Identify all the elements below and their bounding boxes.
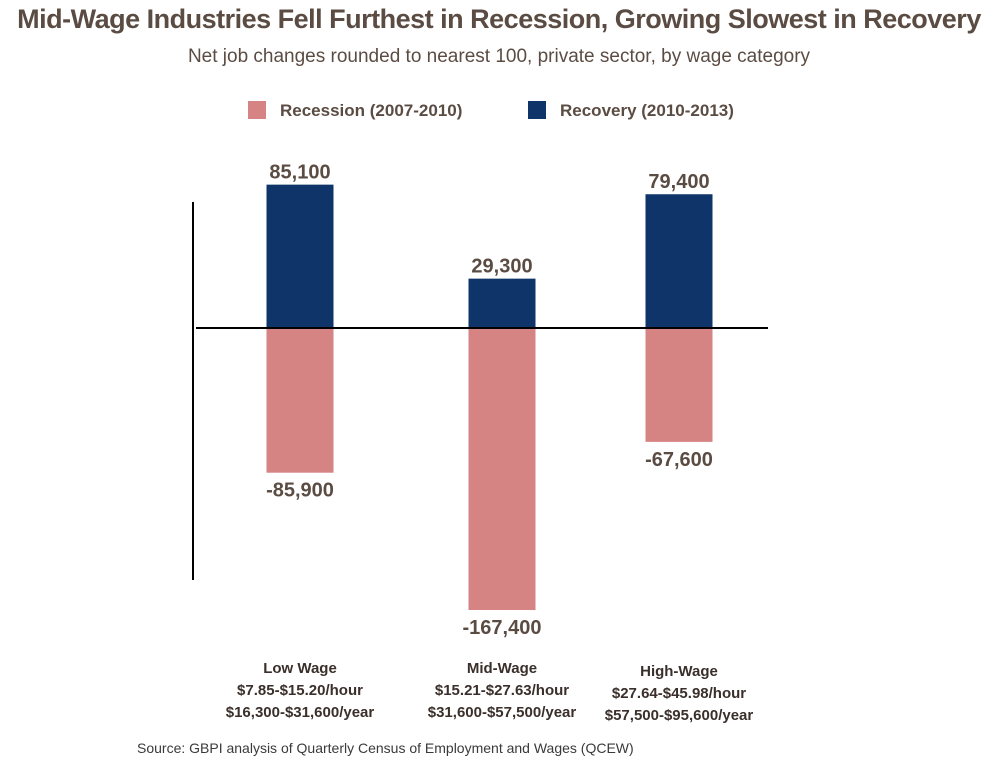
- legend-recession-swatch: [248, 101, 266, 119]
- category-label-1: Mid-Wage: [467, 660, 537, 677]
- data-label-recession-1: -167,400: [463, 617, 542, 639]
- category-yearly-0: $16,300-$31,600/year: [226, 704, 375, 721]
- data-label-recovery-0: 85,100: [269, 162, 330, 184]
- category-label-0: Low Wage: [263, 660, 337, 677]
- category-hourly-2: $27.64-$45.98/hour: [612, 685, 746, 702]
- bar-recession-0: [266, 328, 334, 473]
- data-label-recovery-2: 79,400: [648, 171, 709, 193]
- bar-recovery-0: [266, 184, 334, 328]
- category-yearly-1: $31,600-$57,500/year: [428, 704, 577, 721]
- data-label-recovery-1: 29,300: [471, 256, 532, 278]
- bar-recession-1: [468, 328, 536, 610]
- legend-recovery-label: Recovery (2010-2013): [560, 101, 734, 120]
- chart-title: Mid-Wage Industries Fell Furthest in Rec…: [17, 4, 981, 34]
- source-note: Source: GBPI analysis of Quarterly Censu…: [137, 740, 634, 756]
- category-hourly-1: $15.21-$27.63/hour: [435, 682, 569, 699]
- chart-subtitle: Net job changes rounded to nearest 100, …: [187, 46, 811, 67]
- data-label-recession-0: -85,900: [266, 480, 334, 502]
- category-label-2: High-Wage: [640, 663, 718, 680]
- category-yearly-2: $57,500-$95,600/year: [605, 707, 754, 724]
- legend-recession-label: Recession (2007-2010): [280, 101, 462, 120]
- legend-recovery-swatch: [528, 101, 546, 119]
- bar-recession-2: [645, 328, 713, 442]
- data-label-recession-2: -67,600: [645, 449, 713, 471]
- category-hourly-0: $7.85-$15.20/hour: [237, 682, 363, 699]
- bar-recovery-1: [468, 278, 536, 328]
- bar-recovery-2: [645, 194, 713, 328]
